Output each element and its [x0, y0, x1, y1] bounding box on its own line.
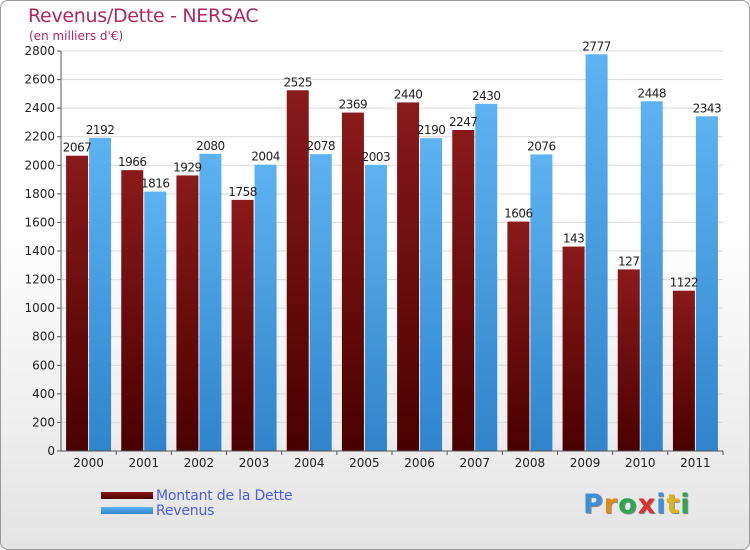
value-label: 2430 — [472, 89, 501, 103]
y-tick-label: 2800 — [24, 44, 55, 58]
y-tick-label: 2200 — [24, 130, 55, 144]
bar-debt — [507, 221, 530, 451]
bar-revenus — [199, 153, 222, 451]
axes: 0 200 400 600 800 1000 1200 1400 1600 1800 2000 220… — [24, 44, 724, 470]
bar-revenus — [695, 116, 718, 452]
logo-letter: x — [637, 489, 657, 520]
x-tick-label: 2009 — [570, 456, 601, 470]
proxiti-logo: Proxiti — [583, 489, 691, 520]
y-tick-label: 0 — [47, 444, 55, 458]
chart-unit-label: (en milliers d'€) — [29, 29, 124, 43]
legend-item-debt: Montant de la Dette — [101, 487, 293, 504]
value-label: 1929 — [173, 160, 202, 174]
value-label: 2247 — [449, 115, 478, 129]
y-tick-label: 1400 — [24, 244, 55, 258]
value-labels: 2067 1966 1929 1758 2525 2369 2440 2247 1606 143 1… — [63, 39, 722, 290]
x-tick-label: 2003 — [239, 456, 270, 470]
legend-label-revenus: Revenus — [156, 502, 215, 519]
bar-debt — [231, 199, 254, 451]
bar-debt — [617, 269, 640, 451]
logo-letter: t — [666, 489, 681, 520]
value-label: 2440 — [394, 87, 423, 101]
legend-swatch-revenus — [101, 507, 153, 514]
bar-debt — [66, 155, 89, 451]
chart-title: Revenus/Dette - NERSAC — [28, 5, 259, 27]
bar-debt — [562, 246, 585, 451]
x-tick-label: 2001 — [128, 456, 159, 470]
x-tick-label: 2010 — [625, 456, 656, 470]
value-label: 2076 — [527, 139, 556, 153]
value-label: 2078 — [306, 139, 335, 153]
legend: Montant de la Dette Revenus — [101, 487, 293, 519]
y-tick-label: 1800 — [24, 187, 55, 201]
bar-debt — [397, 102, 420, 451]
value-label: 2777 — [582, 39, 611, 53]
value-label: 127 — [618, 254, 639, 268]
value-label: 2525 — [283, 75, 312, 89]
bar-debt — [176, 175, 199, 451]
value-label: 2192 — [86, 123, 115, 137]
value-label: 1966 — [118, 155, 147, 169]
x-tick-label: 2006 — [404, 456, 435, 470]
x-tick-label: 2007 — [459, 456, 490, 470]
logo-letter: i — [680, 489, 691, 520]
bar-revenus — [585, 54, 608, 452]
logo-letter: r — [603, 489, 619, 520]
bar-revenus — [420, 138, 443, 451]
y-tick-label: 800 — [32, 330, 55, 344]
logo-letter: o — [618, 489, 638, 520]
value-label: 1122 — [670, 276, 699, 290]
y-tick-label: 1200 — [24, 273, 55, 287]
y-tick-label: 200 — [32, 415, 55, 429]
value-label: 2448 — [637, 86, 666, 100]
x-tick-label: 2008 — [515, 456, 546, 470]
value-label: 1758 — [228, 185, 257, 199]
bar-debt — [452, 130, 475, 451]
value-label: 2067 — [63, 141, 92, 155]
y-tick-label: 2400 — [24, 101, 55, 115]
value-label: 2369 — [339, 98, 368, 112]
value-label: 1816 — [141, 177, 170, 191]
x-tick-label: 2004 — [294, 456, 325, 470]
x-tick-label: 2000 — [73, 456, 104, 470]
value-label: 2080 — [196, 139, 225, 153]
bar-revenus — [254, 164, 277, 451]
logo-letter: P — [583, 489, 604, 520]
legend-item-revenus: Revenus — [101, 502, 292, 519]
y-tick-label: 2600 — [24, 73, 55, 87]
grid-lines — [61, 50, 723, 452]
bar-revenus — [144, 191, 167, 452]
bar-revenus — [309, 154, 332, 451]
y-tick-label: 2000 — [24, 158, 55, 172]
value-label: 2003 — [362, 150, 391, 164]
value-label: 143 — [563, 232, 584, 246]
value-label: 2343 — [693, 101, 722, 115]
value-label: 2004 — [251, 150, 280, 164]
x-tick-label: 2011 — [680, 456, 711, 470]
bar-debt — [672, 290, 695, 451]
legend-label-debt: Montant de la Dette — [156, 487, 293, 504]
legend-swatch-debt — [101, 492, 153, 499]
bar-debt — [341, 112, 364, 452]
bar-revenus — [364, 164, 387, 451]
bar-debt — [286, 90, 309, 452]
value-label: 1606 — [504, 207, 533, 221]
y-tick-label: 1000 — [24, 301, 55, 315]
bar-revenus — [640, 101, 663, 452]
bar-revenus — [89, 137, 112, 451]
value-label: 2190 — [417, 123, 446, 137]
y-tick-label: 400 — [32, 387, 55, 401]
x-tick-label: 2005 — [349, 456, 380, 470]
y-tick-label: 1600 — [24, 215, 55, 229]
bar-revenus — [530, 154, 553, 451]
y-tick-label: 600 — [32, 358, 55, 372]
bars — [66, 54, 718, 452]
logo-letter: i — [656, 489, 667, 520]
x-tick-label: 2002 — [184, 456, 215, 470]
bar-debt — [121, 170, 144, 451]
bar-revenus — [475, 103, 498, 451]
